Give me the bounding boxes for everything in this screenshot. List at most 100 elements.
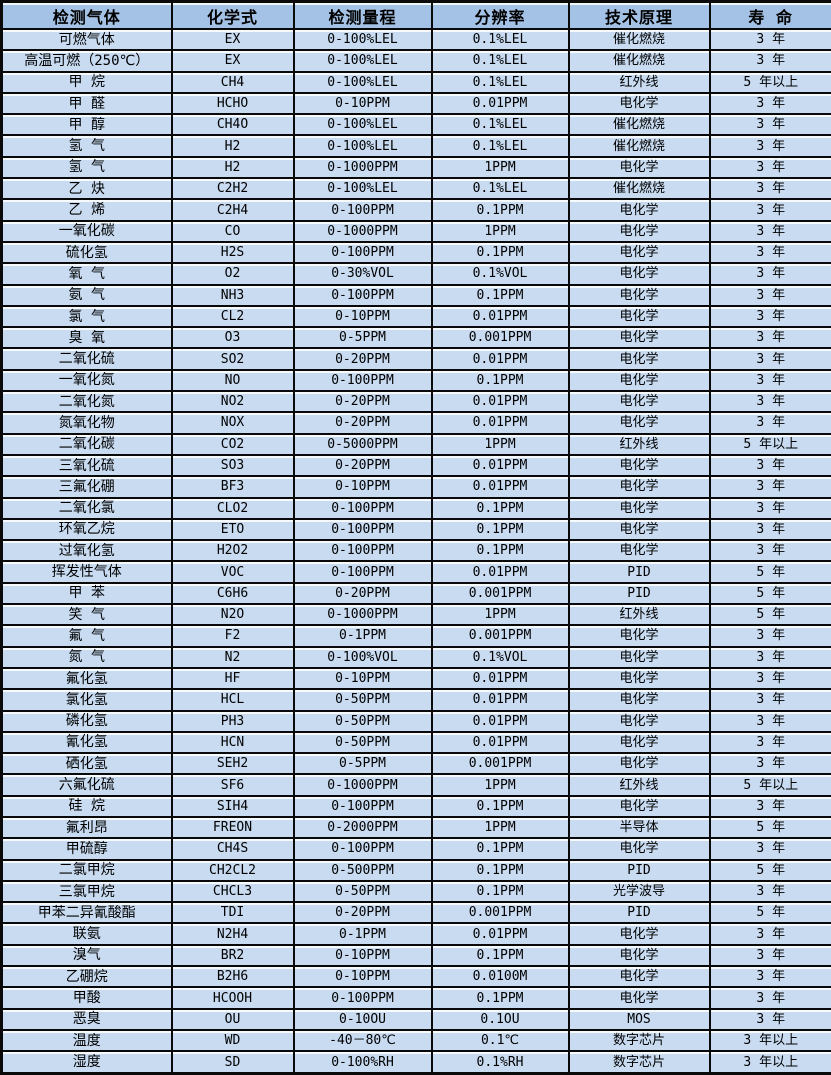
cell-detection-range: 0-10PPM	[292, 666, 433, 691]
cell-detection-range: 0-50PPM	[292, 709, 433, 733]
cell-technology: 电化学	[567, 965, 711, 989]
cell-chemical-formula: EX	[170, 27, 295, 52]
cell-lifespan: 3 年	[708, 240, 831, 265]
cell-gas-name: 磷化氢	[0, 709, 173, 733]
cell-resolution: 0.01PPM	[430, 91, 570, 116]
cell-resolution: 0.1%VOL	[430, 262, 570, 286]
cell-gas-name: 氮氧化物	[0, 411, 173, 435]
cell-technology: 红外线	[567, 603, 711, 627]
cell-technology: 电化学	[567, 688, 711, 712]
cell-resolution: 0.1PPM	[430, 198, 570, 222]
cell-technology: 电化学	[567, 645, 711, 669]
cell-technology: 催化燃烧	[567, 113, 711, 137]
table-row: 甲 苯 C6H6 0-20PPM 0.001PPM PID 5 年	[0, 581, 831, 606]
cell-gas-name: 恶臭	[0, 1007, 173, 1031]
table-row: 氨 气 NH3 0-100PPM 0.1PPM 电化学 3 年	[0, 283, 831, 307]
cell-gas-name: 硒化氢	[0, 752, 173, 776]
cell-detection-range: 0-100PPM	[292, 517, 433, 542]
cell-lifespan: 3 年	[708, 91, 831, 116]
cell-gas-name: 湿度	[0, 1050, 173, 1075]
cell-resolution: 0.01PPM	[430, 922, 570, 946]
cell-lifespan: 5 年	[708, 560, 831, 584]
cell-resolution: 0.01PPM	[430, 475, 570, 499]
table-row: 氰化氢 HCN 0-50PPM 0.01PPM 电化学 3 年	[0, 730, 831, 755]
cell-lifespan: 5 年	[708, 603, 831, 627]
cell-chemical-formula: NH3	[170, 283, 295, 307]
table-row: 三氟化硼 BF3 0-10PPM 0.01PPM 电化学 3 年	[0, 475, 831, 499]
cell-chemical-formula: HCN	[170, 730, 295, 755]
cell-lifespan: 3 年	[708, 113, 831, 137]
table-row: 甲硫醇 CH4S 0-100PPM 0.1PPM 电化学 3 年	[0, 837, 831, 861]
cell-lifespan: 3 年	[708, 262, 831, 286]
table-row: 高温可燃（250℃） EX 0-100%LEL 0.1%LEL 催化燃烧 3 年	[0, 49, 831, 73]
cell-detection-range: 0-10OU	[292, 1007, 433, 1031]
cell-lifespan: 3 年	[708, 1007, 831, 1031]
cell-detection-range: 0-1000PPM	[292, 155, 433, 180]
cell-technology: 催化燃烧	[567, 27, 711, 52]
cell-chemical-formula: O3	[170, 326, 295, 350]
table-row: 乙 炔 C2H2 0-100%LEL 0.1%LEL 催化燃烧 3 年	[0, 177, 831, 201]
cell-chemical-formula: PH3	[170, 709, 295, 733]
cell-chemical-formula: ETO	[170, 517, 295, 542]
cell-chemical-formula: OU	[170, 1007, 295, 1031]
cell-technology: 电化学	[567, 262, 711, 286]
cell-gas-name: 环氧乙烷	[0, 517, 173, 542]
cell-resolution: 0.1%RH	[430, 1050, 570, 1075]
cell-detection-range: 0-100PPM	[292, 560, 433, 584]
table-row: 环氧乙烷 ETO 0-100PPM 0.1PPM 电化学 3 年	[0, 517, 831, 542]
cell-technology: 电化学	[567, 411, 711, 435]
cell-chemical-formula: FREON	[170, 815, 295, 840]
cell-chemical-formula: C2H2	[170, 177, 295, 201]
cell-lifespan: 3 年	[708, 155, 831, 180]
table-row: 二氧化氮 NO2 0-20PPM 0.01PPM 电化学 3 年	[0, 390, 831, 414]
cell-detection-range: 0-1000PPM	[292, 603, 433, 627]
cell-lifespan: 3 年	[708, 496, 831, 520]
header-lifespan: 寿 命	[708, 0, 831, 30]
cell-lifespan: 5 年	[708, 815, 831, 840]
cell-gas-name: 二氧化硫	[0, 347, 173, 371]
cell-technology: 电化学	[567, 624, 711, 648]
cell-detection-range: 0-1000PPM	[292, 773, 433, 797]
cell-detection-range: 0-10PPM	[292, 965, 433, 989]
cell-gas-name: 乙 炔	[0, 177, 173, 201]
cell-detection-range: 0-1PPM	[292, 624, 433, 648]
cell-technology: PID	[567, 560, 711, 584]
cell-lifespan: 3 年	[708, 688, 831, 712]
cell-detection-range: 0-20PPM	[292, 411, 433, 435]
cell-resolution: 0.1PPM	[430, 517, 570, 542]
table-row: 氟利昂 FREON 0-2000PPM 1PPM 半导体 5 年	[0, 815, 831, 840]
cell-lifespan: 5 年	[708, 858, 831, 882]
cell-chemical-formula: SEH2	[170, 752, 295, 776]
cell-technology: 电化学	[567, 304, 711, 329]
cell-technology: 光学波导	[567, 879, 711, 904]
table-row: 二氧化氯 CLO2 0-100PPM 0.1PPM 电化学 3 年	[0, 496, 831, 520]
cell-detection-range: 0-10PPM	[292, 943, 433, 968]
cell-lifespan: 3 年	[708, 730, 831, 755]
cell-lifespan: 5 年以上	[708, 773, 831, 797]
header-formula: 化学式	[170, 0, 295, 30]
cell-resolution: 0.1%LEL	[430, 134, 570, 158]
cell-gas-name: 一氧化碳	[0, 219, 173, 243]
cell-detection-range: 0-100PPM	[292, 986, 433, 1010]
cell-chemical-formula: NO	[170, 368, 295, 393]
cell-detection-range: 0-100PPM	[292, 794, 433, 818]
cell-lifespan: 5 年以上	[708, 432, 831, 456]
cell-gas-name: 甲 醛	[0, 91, 173, 116]
cell-resolution: 0.1%LEL	[430, 70, 570, 94]
cell-chemical-formula: HF	[170, 666, 295, 691]
cell-chemical-formula: CL2	[170, 304, 295, 329]
table-row: 恶臭 OU 0-10OU 0.1OU MOS 3 年	[0, 1007, 831, 1031]
cell-resolution: 0.001PPM	[430, 581, 570, 606]
cell-chemical-formula: BR2	[170, 943, 295, 968]
cell-technology: 电化学	[567, 922, 711, 946]
cell-chemical-formula: SO2	[170, 347, 295, 371]
table-row: 六氟化硫 SF6 0-1000PPM 1PPM 红外线 5 年以上	[0, 773, 831, 797]
cell-technology: 电化学	[567, 752, 711, 776]
cell-detection-range: 0-100PPM	[292, 539, 433, 563]
cell-technology: 电化学	[567, 517, 711, 542]
cell-resolution: 0.1%LEL	[430, 113, 570, 137]
cell-detection-range: 0-50PPM	[292, 688, 433, 712]
cell-lifespan: 3 年	[708, 411, 831, 435]
cell-resolution: 0.01PPM	[430, 666, 570, 691]
